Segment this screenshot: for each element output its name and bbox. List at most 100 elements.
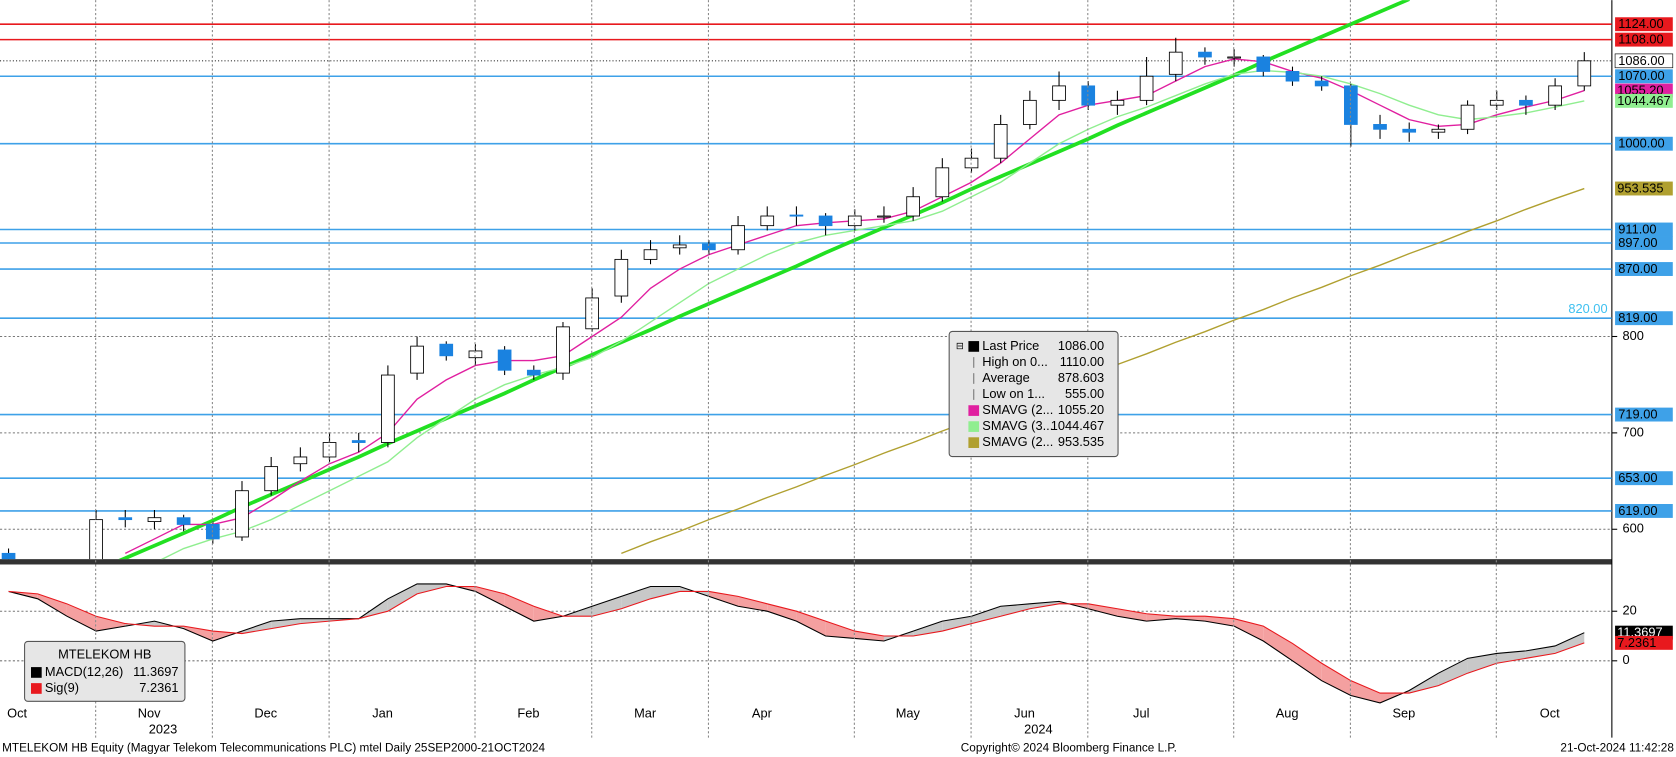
legend-name: Low on 1...	[982, 386, 1045, 401]
candle-body	[935, 167, 950, 198]
legend-value: 1044.467	[1051, 418, 1104, 433]
macd-fill	[66, 603, 97, 632]
legend-name: SMAVG (3...	[982, 418, 1053, 433]
macd-fill	[1117, 608, 1147, 622]
candle-body	[906, 196, 920, 217]
legend-name: SMAVG (2...	[982, 434, 1053, 449]
macd-fill	[1438, 658, 1468, 686]
legend-swatch	[968, 341, 980, 352]
candle-body	[1314, 80, 1329, 87]
x-tick-label: Mar	[634, 706, 657, 721]
level-label: 719.00	[1618, 406, 1657, 421]
axis-value-box	[1615, 181, 1673, 196]
legend-box	[948, 330, 1119, 458]
year-label: 2024	[1024, 722, 1053, 737]
macd-fill	[1088, 603, 1118, 617]
footer-right: 21-Oct-2024 11:42:28	[1560, 741, 1674, 754]
candle-body	[176, 517, 191, 525]
legend-value: 555.00	[1065, 386, 1104, 401]
legend-name: Sig(9)	[45, 680, 79, 695]
candle-body	[1548, 85, 1562, 106]
macd-fill	[37, 593, 67, 617]
level-label: 619.00	[1618, 503, 1657, 518]
candle-body	[1198, 51, 1212, 58]
candle-body	[497, 349, 512, 371]
legend-toggle: ⊟	[956, 341, 964, 352]
x-tick-label: Oct	[7, 706, 27, 721]
macd-fill	[271, 618, 301, 629]
candle-body	[1110, 99, 1125, 106]
last-price-label: 1086.00	[1618, 53, 1664, 68]
level-label: 1070.00	[1618, 68, 1664, 83]
candle-body	[614, 258, 629, 297]
macd-line	[8, 585, 1585, 694]
x-tick-label: May	[896, 706, 921, 721]
axis-value-label: 953.535	[1617, 180, 1663, 195]
legend-value: 953.535	[1058, 434, 1104, 449]
macd-fill	[1467, 653, 1497, 674]
candle-body	[293, 456, 308, 465]
level-label: 870.00	[1618, 261, 1657, 276]
macd-fill	[1292, 643, 1322, 681]
legend-name: Average	[982, 370, 1030, 385]
x-tick-label: Jun	[1014, 706, 1035, 721]
candle-body	[818, 215, 833, 227]
candle-body	[526, 369, 541, 376]
macd-fill	[1175, 616, 1205, 622]
legend-value: 1110.00	[1060, 354, 1104, 369]
axis-value-label: 11.3697	[1617, 625, 1662, 640]
macd-fill	[96, 616, 126, 632]
level-label: 911.00	[1618, 221, 1656, 236]
annotation: 820.00	[1568, 301, 1607, 316]
x-tick-label: Oct	[1540, 706, 1560, 721]
candle-body	[264, 466, 279, 492]
level-label: 897.00	[1618, 235, 1657, 250]
macd-fill	[621, 586, 651, 609]
legend-swatch	[30, 683, 42, 694]
macd-fill	[1263, 626, 1293, 661]
macd-panel	[0, 583, 1612, 704]
level-box	[1615, 136, 1673, 151]
axis-value-label: 1055.20	[1617, 82, 1663, 97]
candle-body	[1460, 104, 1475, 130]
macd-fill	[1555, 632, 1585, 654]
x-tick-label: Nov	[138, 706, 161, 721]
macd-fill	[387, 583, 418, 612]
legend-name: High on 0...	[982, 354, 1048, 369]
footer-left: MTELEKOM HB Equity (Magyar Telekom Telec…	[2, 741, 545, 754]
macd-fill	[533, 606, 563, 622]
level-box	[1615, 32, 1673, 47]
candle-body	[381, 374, 395, 443]
macd-fill	[1000, 603, 1030, 617]
candle-body	[877, 215, 891, 218]
legend-name: SMAVG (2...	[982, 402, 1053, 417]
candle-body	[789, 214, 804, 217]
macd-fill	[767, 603, 797, 622]
legend-value: 878.603	[1058, 370, 1104, 385]
macd-fill	[329, 618, 359, 622]
macd-fill	[1321, 663, 1351, 696]
level-box	[1615, 311, 1673, 326]
candle-body	[147, 517, 162, 522]
x-tick-label: Apr	[752, 706, 773, 721]
candle-body	[235, 490, 249, 538]
macd-fill	[650, 586, 680, 599]
x-tick-label: Sep	[1392, 706, 1415, 721]
candle-body	[643, 249, 658, 260]
candle-body	[1256, 56, 1271, 72]
x-tick-label: Feb	[517, 706, 539, 721]
moving-average-line	[160, 69, 1585, 560]
macd-fill	[1409, 673, 1439, 694]
candle-body	[1577, 60, 1592, 87]
x-tick-label: Jan	[372, 706, 393, 721]
legend-swatch	[968, 405, 980, 416]
macd-fill	[241, 621, 272, 634]
x-tick-label: Aug	[1276, 706, 1299, 721]
legend-box	[24, 640, 186, 702]
legend-value: 1055.20	[1058, 402, 1104, 417]
macd-fill	[913, 621, 943, 637]
level-box	[1615, 222, 1673, 237]
level-label: 819.00	[1618, 310, 1657, 325]
macd-fill	[796, 611, 826, 637]
candle-body	[1, 552, 16, 560]
